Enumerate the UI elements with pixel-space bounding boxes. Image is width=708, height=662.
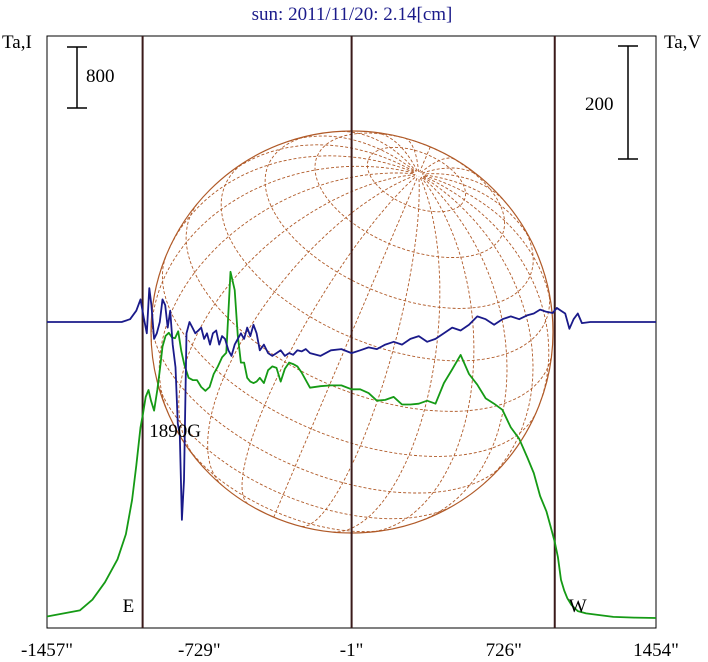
intensity-scale-label: 800	[86, 66, 115, 87]
disk-meridian	[337, 130, 417, 172]
limb-marker-lines	[141, 36, 556, 628]
disk-parallel	[264, 134, 534, 309]
disk-meridian	[289, 135, 416, 173]
disk-meridian	[421, 176, 508, 521]
disk-parallel	[183, 442, 390, 533]
disk-meridian	[150, 165, 415, 343]
x-tick-label: 726"	[486, 640, 522, 661]
disk-parallel	[156, 379, 454, 520]
left-axis-label: Ta,I	[2, 32, 32, 53]
disk-parallel	[185, 203, 553, 412]
disk-meridian	[168, 155, 415, 250]
limb-label-e: E	[123, 596, 135, 617]
intensity-scale-bar	[67, 46, 87, 109]
annotation-field-strength: 1890G	[149, 421, 201, 442]
disk-meridian	[226, 144, 416, 176]
disk-meridian	[376, 132, 418, 172]
disk-parallel	[314, 132, 506, 258]
disk-meridian	[419, 146, 431, 173]
disk-meridian	[332, 176, 441, 533]
disk-meridian	[273, 176, 419, 518]
intensity-series-line	[46, 270, 657, 619]
disk-meridian	[420, 157, 455, 173]
x-tick-label: -1"	[340, 640, 364, 661]
disk-meridian	[422, 173, 507, 204]
series-layer	[46, 270, 657, 619]
disk-parallel	[161, 256, 537, 457]
right-axis-label: Ta,V	[664, 32, 701, 53]
polarization-scale-bar	[618, 45, 638, 160]
polarization-series-line	[47, 287, 656, 521]
disk-parallel	[220, 161, 551, 362]
disk-meridian	[422, 176, 534, 484]
label-layer: E W 1890G	[123, 421, 587, 617]
disk-parallel	[366, 146, 466, 213]
disk-meridian	[421, 167, 479, 176]
disk-meridian	[178, 174, 416, 460]
disk-meridian	[301, 176, 420, 527]
x-tick-label: -729"	[178, 640, 221, 661]
disk-meridian	[158, 172, 415, 413]
disk-meridian	[422, 174, 534, 245]
limb-label-w: W	[569, 596, 587, 617]
polarization-scale-label: 200	[585, 94, 614, 115]
x-tick-label: 1454"	[633, 640, 679, 661]
chart-title: sun: 2011/11/20: 2.14[cm]	[252, 4, 453, 25]
disk-parallel	[151, 316, 504, 494]
x-tick-labels: -1457" -729" -1" 726" 1454"	[21, 640, 679, 661]
disk-meridian	[422, 174, 553, 313]
disk-meridian	[241, 175, 418, 504]
disk-meridian	[369, 176, 475, 533]
x-tick-label: -1457"	[21, 640, 73, 661]
disk-meridian	[207, 174, 417, 486]
solar-disk-grid	[150, 130, 554, 534]
disk-meridian	[422, 175, 550, 406]
